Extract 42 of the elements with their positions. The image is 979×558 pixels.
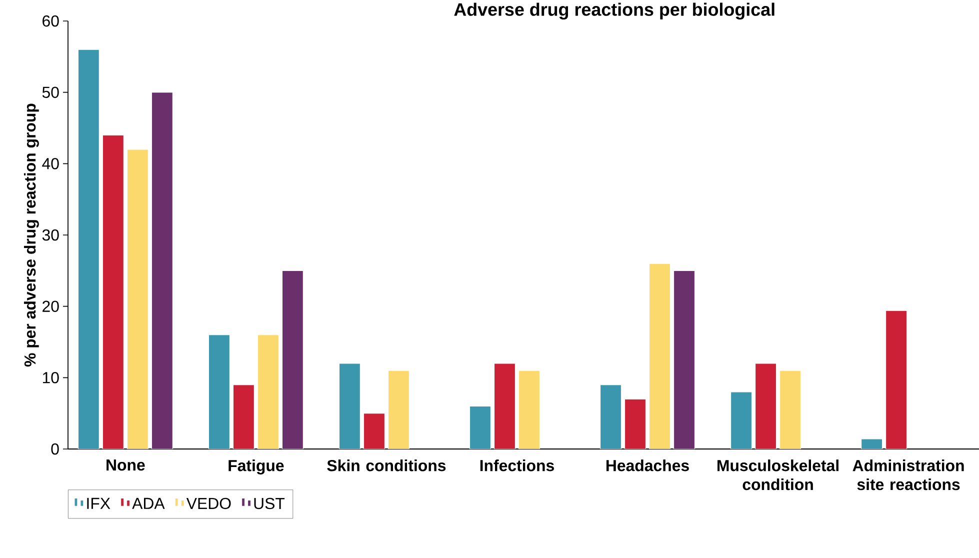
bar: [102, 134, 124, 449]
bar: [885, 310, 908, 449]
y-tick-label: 50: [42, 86, 59, 98]
y-tick-label: 10: [42, 372, 59, 384]
chart-title: Adverse drug reactions per biological: [454, 2, 774, 20]
x-tick-label: Musculoskeletal condition: [718, 460, 838, 490]
y-axis-title: % per adverse drug reaction group: [24, 104, 39, 367]
y-tick-label: 60: [42, 15, 59, 27]
legend-label: IFX: [87, 498, 110, 509]
bar: [469, 406, 492, 449]
bar: [673, 270, 696, 449]
legend-label: UST: [254, 498, 285, 510]
bar: [78, 49, 100, 449]
bar: [363, 413, 386, 449]
bar: [126, 149, 148, 449]
y-tick-label: 0: [51, 443, 59, 455]
bar: [600, 384, 622, 449]
y-tick-label: 20: [42, 300, 59, 312]
bar: [518, 370, 540, 449]
bar: [779, 370, 802, 449]
x-tick-label: Administration site reactions: [852, 460, 964, 490]
bar: [257, 334, 279, 449]
bar: [151, 92, 173, 449]
y-tick-label: 30: [42, 229, 59, 241]
bar: [232, 384, 254, 449]
legend-label: VEDO: [186, 498, 231, 510]
bar: [282, 270, 304, 449]
x-tick-label: Skin conditions: [327, 460, 446, 472]
bar: [754, 363, 777, 449]
bar: [494, 363, 516, 449]
bar: [208, 334, 230, 449]
x-tick-label: Infections: [480, 460, 554, 472]
bar: [648, 263, 671, 449]
legend-label: ADA: [132, 498, 165, 509]
bar: [388, 370, 410, 449]
x-tick-label: None: [106, 460, 145, 471]
bar: [624, 398, 646, 449]
bar: [730, 392, 752, 449]
bar: [338, 363, 361, 449]
y-tick-label: 40: [42, 158, 59, 170]
x-tick-label: Headaches: [606, 460, 689, 472]
x-tick-label: Fatigue: [228, 460, 284, 474]
